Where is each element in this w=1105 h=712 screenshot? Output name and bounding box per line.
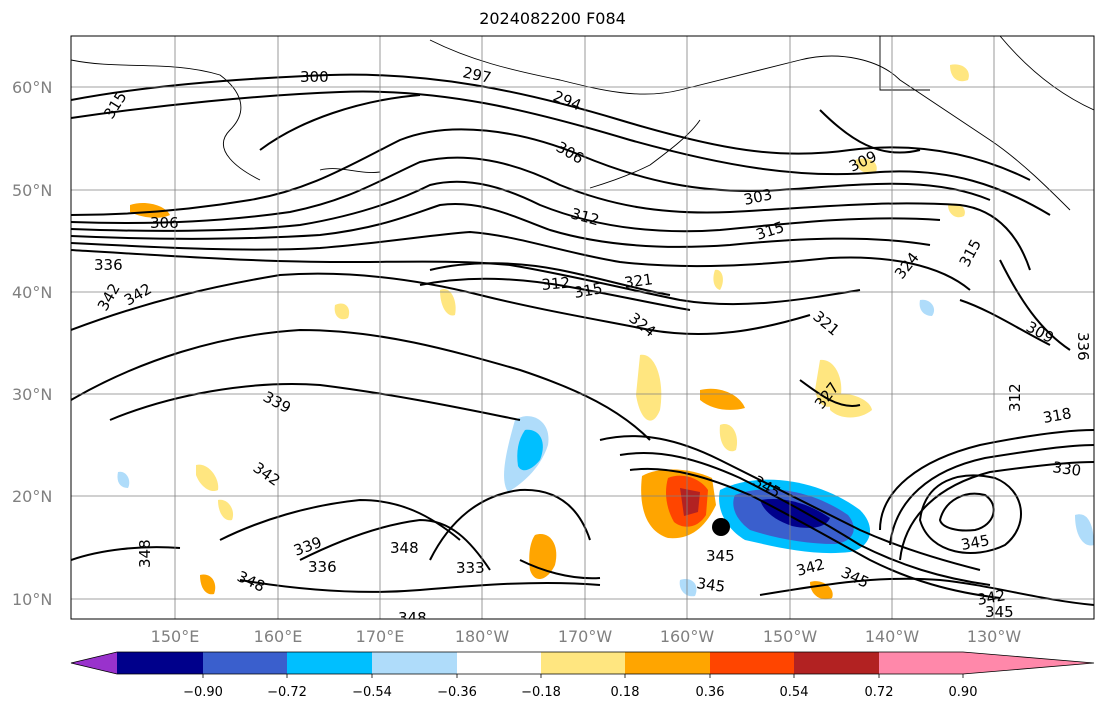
contour-label: 300 <box>300 68 329 86</box>
colorbar-bin <box>625 652 710 674</box>
contour-label: 348 <box>390 539 419 557</box>
colorbar-tick: 0.36 <box>696 685 725 700</box>
contour-label: 336 <box>308 558 337 576</box>
lon-label: 170°W <box>558 627 613 646</box>
contour-label: 321 <box>623 270 654 292</box>
colorbar-bin <box>710 652 794 674</box>
colorbar-extend-right <box>963 652 1094 674</box>
colorbar-tick: −0.90 <box>183 685 223 700</box>
lat-label: 10°N <box>12 590 52 609</box>
contour-label: 297 <box>461 63 493 87</box>
colorbar-bin <box>372 652 457 674</box>
lon-label: 150°E <box>151 627 200 646</box>
contour-label: 345 <box>960 531 991 554</box>
latitude-labels: 60°N 50°N 40°N 30°N 20°N 10°N <box>12 78 52 609</box>
lat-label: 50°N <box>12 181 52 200</box>
lon-label: 150°W <box>763 627 818 646</box>
colorbar-tick: −0.72 <box>267 685 307 700</box>
colorbar-bin <box>203 652 287 674</box>
colorbar-tick: 0.72 <box>865 685 894 700</box>
lat-label: 30°N <box>12 385 52 404</box>
coastlines <box>71 36 1094 211</box>
map-border <box>70 35 1095 620</box>
lon-label: 130°W <box>967 627 1022 646</box>
contour-label: 312 <box>1006 383 1024 412</box>
map-panel <box>71 36 1094 619</box>
contour-label: 342 <box>976 586 1007 609</box>
lat-label: 20°N <box>12 487 52 506</box>
storm-center-marker <box>712 518 730 536</box>
colorbar: −0.90 −0.72 −0.54 −0.36 −0.18 0.18 0.36 … <box>70 651 1095 700</box>
colorbar-tick: −0.18 <box>521 685 561 700</box>
lon-label: 180°W <box>455 627 510 646</box>
lon-label: 160°W <box>660 627 715 646</box>
contour-label: 336 <box>94 256 123 274</box>
contour-label: 315 <box>573 279 604 302</box>
contour-label: 348 <box>136 539 154 568</box>
colorbar-tick: −0.36 <box>437 685 477 700</box>
contour-lines <box>71 73 1094 606</box>
colorbar-bin <box>457 652 541 674</box>
colorbar-bin <box>879 652 963 674</box>
colorbar-tick: −0.54 <box>352 685 392 700</box>
map-title: 2024082200 F084 <box>479 9 626 28</box>
contour-label: 312 <box>541 274 571 294</box>
colorbar-bin <box>287 652 372 674</box>
colorbar-tick: 0.18 <box>611 685 640 700</box>
gridlines <box>71 36 1094 619</box>
colorbar-extend-left <box>71 652 117 674</box>
lat-label: 40°N <box>12 283 52 302</box>
longitude-labels: 150°E 160°E 170°E 180°W 170°W 160°W 150°… <box>151 627 1022 646</box>
contour-label: 333 <box>456 559 485 577</box>
contour-label: 303 <box>742 185 774 209</box>
lon-label: 170°E <box>356 627 405 646</box>
contour-label: 330 <box>1051 458 1082 480</box>
lat-label: 60°N <box>12 78 52 97</box>
colorbar-bin <box>794 652 879 674</box>
colorbar-bin <box>541 652 625 674</box>
contour-label: 345 <box>695 574 726 596</box>
contour-label: 345 <box>706 547 735 565</box>
lon-label: 140°W <box>865 627 920 646</box>
contour-label: 348 <box>398 609 427 627</box>
colorbar-tick: 0.90 <box>949 685 978 700</box>
colorbar-tick: 0.54 <box>780 685 809 700</box>
lon-label: 160°E <box>254 627 303 646</box>
contour-label: 336 <box>1074 332 1092 361</box>
contour-label: 306 <box>150 214 179 232</box>
colorbar-bin <box>117 652 203 674</box>
contour-label: 318 <box>1042 404 1073 427</box>
shaded-field <box>117 64 1094 600</box>
contour-label: 345 <box>985 603 1014 621</box>
